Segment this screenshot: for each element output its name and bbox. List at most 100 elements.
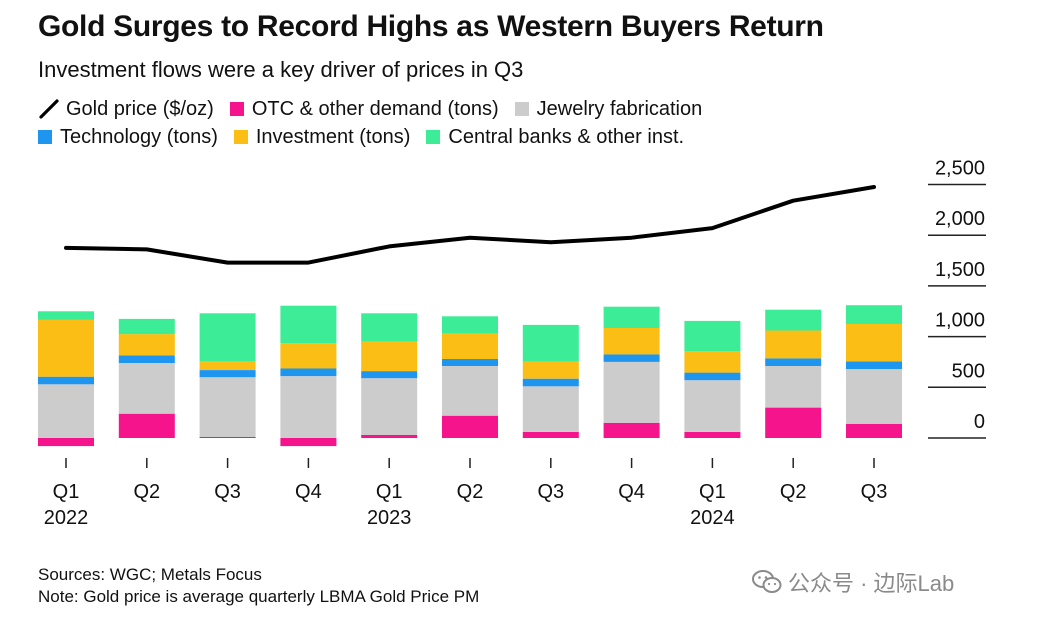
bar-technology [522,378,579,387]
bar-central [280,305,337,344]
bar-otc [684,431,741,438]
wechat-icon [752,570,782,593]
bar-central [684,320,741,352]
bar-investment [684,351,741,373]
chart-title: Gold Surges to Record Highs as Western B… [38,10,824,43]
bar-technology [280,368,337,377]
y-tick-label: 2,500 [935,158,985,180]
legend: Gold price ($/oz) OTC & other demand (to… [38,95,1038,151]
bar-investment [846,323,902,362]
x-year-label: 2024 [690,507,735,529]
legend-label-central: Central banks & other inst. [448,126,685,148]
legend-label-gold: Gold price ($/oz) [66,98,214,120]
bar-jewelry [846,369,902,424]
y-tick-label: 500 [952,360,985,382]
bar-technology [442,358,498,366]
gold-price-line-group [64,185,876,265]
bar-jewelry [442,366,498,416]
legend-label-otc: OTC & other demand (tons) [251,98,499,120]
bar-investment [442,333,498,359]
bar-central [199,313,256,361]
legend-item-otc: OTC & other demand (tons) [229,95,499,123]
bar-otc [765,407,822,438]
bar-otc [38,438,94,447]
x-tick-label: Q2 [457,481,484,503]
bar-otc [522,431,579,438]
bar-otc [442,415,498,438]
watermark-text: 公众号 · 边际Lab [788,571,955,596]
x-tick-label: Q3 [214,481,241,503]
bar-central [603,306,660,328]
bar-central [522,324,579,362]
bar-jewelry [199,377,256,437]
legend-swatch-jewelry [514,102,529,116]
bar-investment [118,334,175,356]
bar-technology [361,371,418,379]
bar-technology [765,358,822,366]
bar-jewelry [684,380,741,432]
legend-row-2: Technology (tons) Investment (tons) Cent… [38,123,1038,151]
bar-otc [361,435,418,438]
bar-otc [118,413,175,438]
bar-jewelry [522,386,579,432]
x-axis: Q1 Q2 Q3 Q4 Q1 Q2 Q3 Q4 Q1 Q2 Q3 2022 2023 2024 [44,458,887,529]
y-tick-label: 0 [974,411,985,433]
x-year-label: 2022 [44,507,89,529]
bar-investment [603,328,660,355]
line-slash-icon [39,99,59,119]
x-tick-label: Q1 [376,481,403,503]
watermark: 公众号 · 边际Lab [752,566,954,598]
bar-technology [118,355,175,363]
x-tick-label: Q4 [295,481,322,503]
bar-jewelry [38,384,94,438]
bar-investment [765,330,822,359]
legend-item-investment: Investment (tons) [233,123,410,151]
bar-central [38,311,94,320]
x-tick-label: Q4 [618,481,645,503]
legend-swatch-central [426,130,441,144]
chart-plot: 0 500 1,000 1,500 2,000 2,500 Q1 Q2 Q3 Q4 Q1 Q2 Q3 Q… [38,158,986,529]
footer: Sources: WGC; Metals Focus Note: Gold pr… [38,564,479,608]
x-tick-label: Q1 [699,481,726,503]
legend-label-jewelry: Jewelry fabrication [536,98,703,120]
y-tick-label: 2,000 [935,208,985,230]
bar-otc [846,423,902,438]
bar-central [765,309,822,331]
legend-item-technology: Technology (tons) [38,123,218,151]
bar-technology [199,370,256,378]
y-axis: 0 500 1,000 1,500 2,000 2,500 [928,158,986,439]
bar-investment [38,319,94,377]
x-tick-label: Q2 [133,481,160,503]
footer-note: Note: Gold price is average quarterly LB… [38,587,480,606]
legend-swatch-investment [233,130,248,144]
bar-investment [361,341,418,372]
bar-technology [603,354,660,362]
bar-technology [684,372,741,381]
gold-price-line [64,185,876,265]
bar-jewelry [118,363,175,414]
bar-jewelry [765,366,822,408]
bar-otc [199,437,256,438]
bar-investment [199,360,256,370]
legend-label-technology: Technology (tons) [60,126,218,148]
legend-swatch-technology [38,130,52,144]
chart-subtitle: Investment flows were a key driver of pr… [38,57,524,82]
bars-group [38,305,902,447]
bar-central [361,313,418,342]
y-tick-label: 1,500 [935,259,985,281]
bar-technology [38,376,94,385]
bar-otc [280,438,337,447]
y-tick-label: 1,000 [935,310,985,332]
x-tick-label: Q3 [537,481,564,503]
legend-item-jewelry: Jewelry fabrication [514,95,703,123]
x-tick-label: Q1 [53,481,80,503]
bar-central [442,316,498,334]
legend-item-central: Central banks & other inst. [426,123,684,151]
x-tick-label: Q2 [780,481,807,503]
bar-otc [603,422,660,438]
bar-technology [846,361,902,369]
bar-jewelry [361,378,418,435]
legend-item-gold: Gold price ($/oz) [38,95,214,123]
bar-jewelry [280,376,337,438]
bar-central [118,318,175,335]
